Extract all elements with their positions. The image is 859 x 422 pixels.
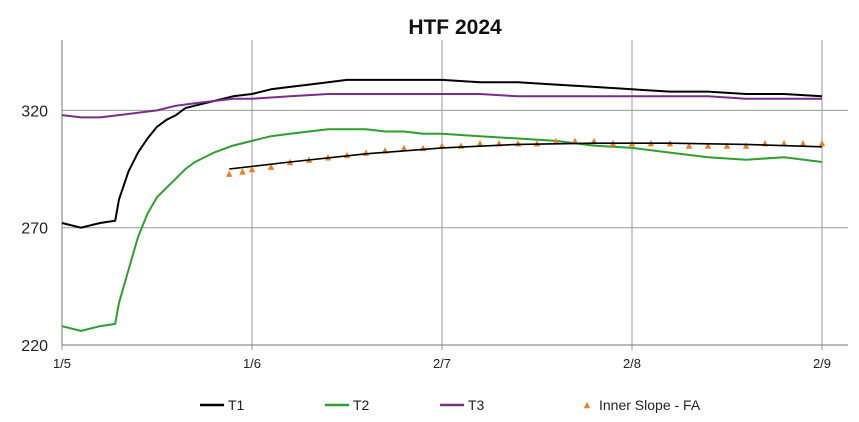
data-point bbox=[476, 140, 484, 147]
series-line bbox=[61, 78, 823, 229]
data-point bbox=[226, 170, 233, 177]
legend-marker bbox=[583, 401, 591, 409]
x-axis: 1/5 1/6 2/7 2/8 2/9 bbox=[53, 356, 831, 371]
legend-label: T1 bbox=[228, 397, 245, 413]
data-point bbox=[571, 137, 579, 145]
chart-title: HTF 2024 bbox=[408, 16, 502, 39]
series-line bbox=[61, 93, 822, 119]
data-point bbox=[685, 142, 693, 149]
data-point bbox=[239, 168, 246, 175]
data-point bbox=[552, 137, 560, 145]
data-point bbox=[362, 149, 370, 156]
series-line bbox=[61, 128, 823, 332]
legend-label: T2 bbox=[353, 397, 370, 413]
data-point bbox=[799, 140, 807, 147]
data-point bbox=[267, 163, 275, 170]
legend-label: Inner Slope - FA bbox=[599, 397, 701, 413]
data-point bbox=[818, 140, 826, 147]
y-tick-label: 320 bbox=[21, 103, 48, 120]
trendline bbox=[229, 142, 823, 170]
x-tick-label: 2/9 bbox=[813, 356, 831, 371]
x-tick-label: 2/7 bbox=[433, 356, 451, 371]
data-point bbox=[248, 165, 256, 173]
plot-area bbox=[61, 78, 826, 332]
data-point bbox=[400, 144, 408, 152]
x-tick-label: 1/5 bbox=[53, 356, 71, 371]
x-tick-label: 1/6 bbox=[243, 356, 261, 371]
data-point bbox=[514, 140, 522, 147]
data-point bbox=[742, 142, 750, 149]
legend-label: T3 bbox=[468, 397, 485, 413]
x-tick-label: 2/8 bbox=[623, 356, 641, 371]
data-point bbox=[723, 142, 731, 149]
grid bbox=[61, 40, 848, 350]
y-tick-label: 220 bbox=[21, 338, 48, 355]
y-axis: 220 270 320 bbox=[21, 103, 48, 355]
data-point bbox=[533, 140, 541, 147]
y-tick-label: 270 bbox=[21, 221, 48, 238]
data-point bbox=[704, 142, 712, 149]
legend: T1 T2 T3 Inner Slope - FA bbox=[200, 397, 701, 413]
